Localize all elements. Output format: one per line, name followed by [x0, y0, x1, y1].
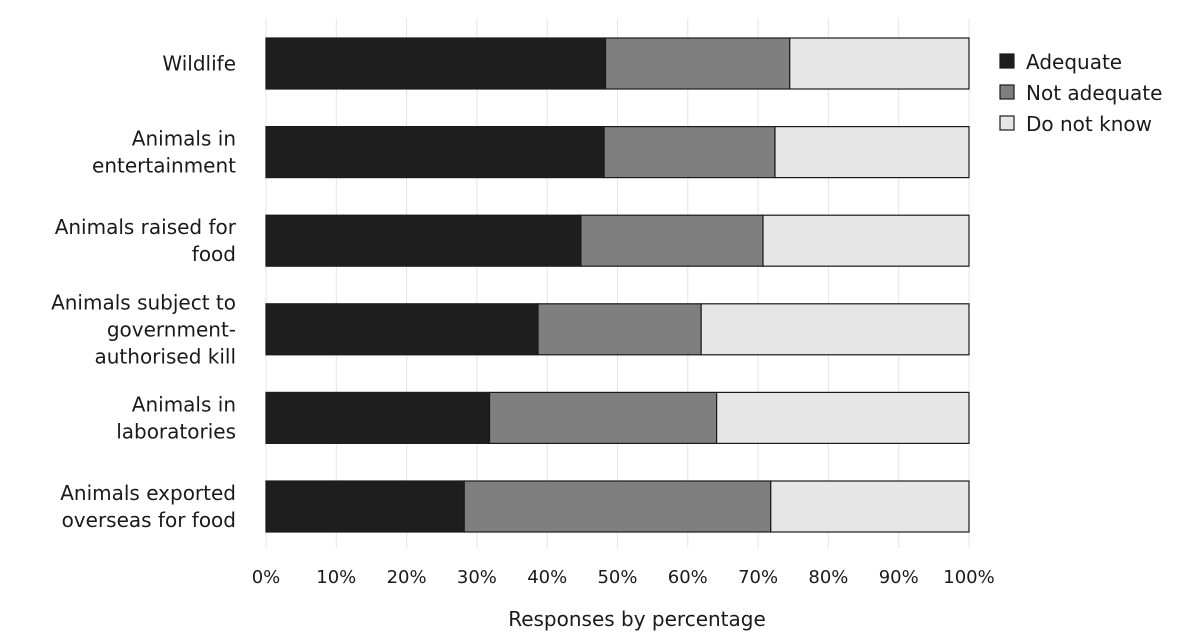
category-label-line: Animals in: [132, 392, 236, 416]
category-label: Animals raised for food: [55, 215, 237, 266]
category-label-line: Animals in: [132, 127, 236, 151]
bar-do-not-know: [716, 391, 970, 444]
bar-do-not-know: [789, 37, 970, 90]
bar-adequate: [265, 125, 605, 179]
bars: [265, 37, 970, 533]
x-tick-label: 60%: [668, 567, 708, 588]
bar-do-not-know: [774, 125, 970, 179]
x-tick-label: 90%: [879, 567, 919, 588]
bar-not-adequate: [463, 480, 772, 533]
x-tick-label: 40%: [527, 567, 567, 588]
x-tick-label: 80%: [808, 567, 848, 588]
x-tick-label: 50%: [597, 567, 637, 588]
x-tick-label: 100%: [943, 567, 994, 588]
category-label-line: food: [192, 242, 236, 266]
bar-not-adequate: [603, 125, 776, 179]
bar-adequate: [265, 303, 539, 356]
legend-label: Not adequate: [1026, 81, 1162, 105]
bar-adequate: [265, 37, 607, 90]
bar-do-not-know: [762, 214, 970, 267]
bar-not-adequate: [537, 303, 702, 356]
bar-not-adequate: [580, 214, 764, 267]
bar-do-not-know: [770, 480, 970, 533]
gridlines: [265, 18, 970, 548]
category-label: Animals in entertainment: [92, 127, 236, 178]
category-label-line: authorised kill: [95, 344, 237, 368]
category-label-line: laboratories: [116, 419, 236, 443]
x-tick-label: 70%: [738, 567, 778, 588]
category-label-line: Wildlife: [162, 52, 236, 76]
x-tick-labels: 0% 10% 20% 30% 40% 50% 60% 70% 80% 90% 100%: [252, 567, 995, 588]
x-tick-label: 20%: [387, 567, 427, 588]
x-tick-label: 10%: [316, 567, 356, 588]
category-label-line: overseas for food: [62, 508, 236, 532]
category-label-line: Animals subject to: [51, 290, 236, 314]
legend-swatch: [999, 84, 1015, 100]
bar-adequate: [265, 391, 491, 444]
bar-do-not-know: [700, 303, 970, 356]
category-label: Animals subject to government-authorised …: [51, 290, 236, 368]
category-label-line: entertainment: [92, 154, 236, 178]
category-label: Animals exported overseas for food: [60, 481, 236, 532]
x-tick-label: 0%: [252, 567, 281, 588]
category-labels: Wildlife Animals in entertainment Animals r…: [51, 52, 237, 533]
category-label: Wildlife: [162, 52, 236, 76]
category-label: Animals in laboratories: [116, 392, 236, 443]
bar-adequate: [265, 214, 582, 267]
bar-not-adequate: [488, 391, 718, 444]
x-axis-title: Responses by percentage: [508, 607, 766, 631]
category-label-line: Animals exported: [60, 481, 236, 505]
legend-label: Adequate: [1026, 50, 1122, 74]
category-label-line: Animals raised for: [55, 215, 237, 239]
legend-label: Do not know: [1026, 112, 1152, 136]
legend-swatch: [999, 53, 1015, 69]
x-tick-label: 30%: [457, 567, 497, 588]
category-label-line: government-: [107, 317, 236, 341]
bar-not-adequate: [604, 37, 791, 90]
legend-swatch: [999, 115, 1015, 131]
bar-adequate: [265, 480, 465, 533]
legend: Adequate Not adequate Do not know: [999, 50, 1162, 136]
